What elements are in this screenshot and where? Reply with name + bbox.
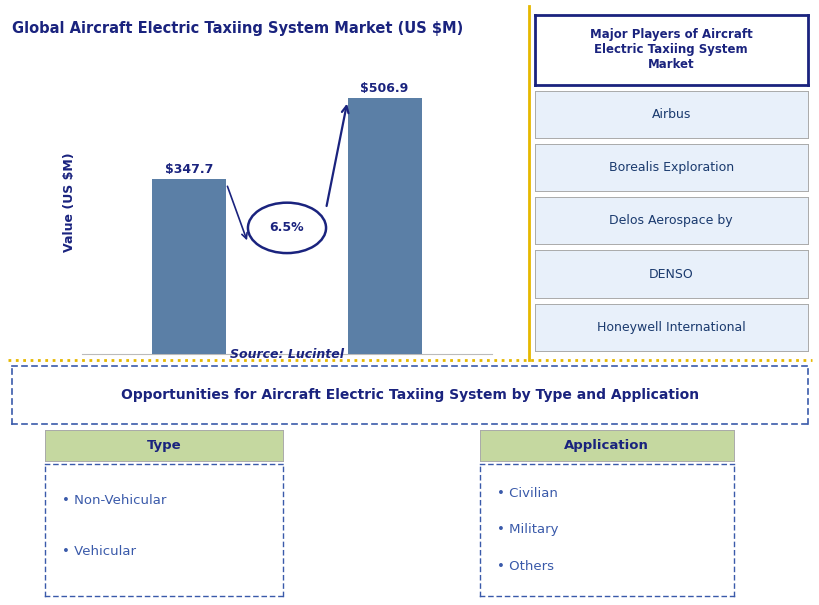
Text: Honeywell International: Honeywell International [596, 321, 744, 334]
Text: • Military: • Military [497, 523, 559, 537]
Text: Source: Lucintel: Source: Lucintel [229, 348, 344, 361]
Text: Application: Application [563, 439, 649, 452]
Text: 6.5%: 6.5% [269, 221, 304, 234]
Text: • Others: • Others [497, 560, 554, 574]
Text: Delos Aerospace by: Delos Aerospace by [609, 214, 732, 227]
Text: Airbus: Airbus [650, 108, 690, 121]
Text: • Non-Vehicular: • Non-Vehicular [61, 494, 166, 508]
Y-axis label: Value (US $M): Value (US $M) [63, 153, 76, 252]
Text: • Vehicular: • Vehicular [61, 544, 136, 558]
Text: $347.7: $347.7 [165, 163, 213, 175]
Bar [152, 178, 226, 354]
Text: Opportunities for Aircraft Electric Taxiing System by Type and Application: Opportunities for Aircraft Electric Taxi… [120, 388, 699, 402]
Bar [347, 99, 421, 354]
Text: Major Players of Aircraft
Electric Taxiing System
Market: Major Players of Aircraft Electric Taxii… [589, 28, 752, 71]
Text: Borealis Exploration: Borealis Exploration [608, 161, 733, 174]
Text: • Civilian: • Civilian [497, 486, 558, 500]
Text: DENSO: DENSO [648, 267, 693, 281]
Text: $506.9: $506.9 [360, 82, 408, 96]
Text: Global Aircraft Electric Taxiing System Market (US $M): Global Aircraft Electric Taxiing System … [12, 21, 463, 36]
Text: Type: Type [147, 439, 181, 452]
